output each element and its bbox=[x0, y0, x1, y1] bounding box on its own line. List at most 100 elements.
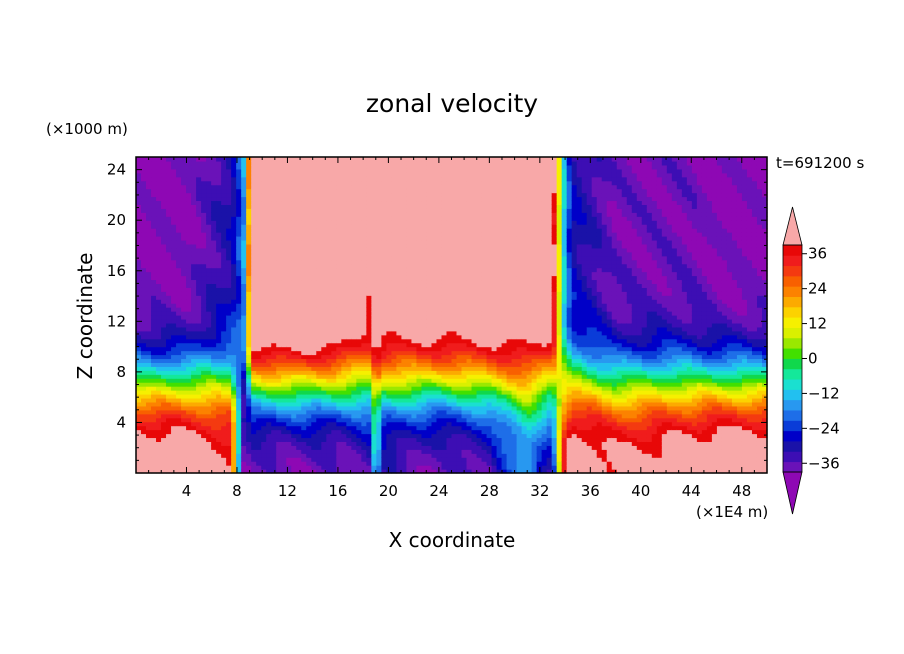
field-cell bbox=[191, 338, 197, 344]
field-cell bbox=[196, 275, 202, 281]
field-cell bbox=[281, 433, 287, 439]
field-cell bbox=[136, 315, 142, 320]
field-cell bbox=[251, 283, 257, 288]
field-cell bbox=[386, 263, 393, 269]
field-cell bbox=[361, 318, 367, 324]
field-cell bbox=[161, 168, 167, 174]
field-cell bbox=[256, 208, 262, 213]
field-cell bbox=[141, 461, 147, 466]
field-cell bbox=[166, 334, 172, 340]
field-cell bbox=[406, 279, 413, 284]
field-cell bbox=[186, 192, 192, 198]
field-cell bbox=[411, 232, 418, 237]
field-cell bbox=[341, 378, 347, 383]
field-cell bbox=[196, 271, 202, 277]
field-cell bbox=[281, 216, 287, 221]
field-cell bbox=[241, 184, 247, 190]
field-cell bbox=[391, 168, 398, 174]
field-cell bbox=[331, 382, 337, 387]
field-cell bbox=[206, 378, 212, 383]
field-cell bbox=[151, 267, 157, 273]
field-cell bbox=[251, 287, 257, 292]
field-cell bbox=[426, 180, 433, 186]
field-cell bbox=[431, 204, 438, 209]
field-cell bbox=[441, 342, 448, 348]
field-cell bbox=[306, 311, 312, 316]
field-cell bbox=[316, 255, 322, 261]
field-cell bbox=[356, 421, 362, 427]
field-cell bbox=[411, 271, 418, 277]
field-cell bbox=[336, 441, 342, 446]
field-cell bbox=[346, 315, 352, 320]
field-cell bbox=[196, 397, 202, 403]
field-cell bbox=[181, 401, 187, 407]
field-cell bbox=[236, 405, 242, 411]
field-cell bbox=[236, 196, 242, 202]
field-cell bbox=[206, 370, 212, 375]
field-cell bbox=[331, 425, 337, 431]
field-cell bbox=[401, 251, 408, 257]
field-cell bbox=[301, 326, 307, 332]
field-cell bbox=[386, 318, 393, 324]
field-cell bbox=[306, 429, 312, 435]
field-cell bbox=[396, 236, 403, 241]
field-cell bbox=[356, 322, 362, 328]
field-cell bbox=[271, 232, 277, 237]
field-cell bbox=[171, 184, 177, 190]
field-cell bbox=[201, 318, 207, 324]
field-cell bbox=[256, 239, 262, 245]
field-cell bbox=[386, 247, 393, 253]
field-cell bbox=[156, 350, 162, 356]
field-cell bbox=[406, 188, 413, 194]
field-cell bbox=[206, 425, 212, 431]
field-cell bbox=[346, 437, 352, 442]
field-cell bbox=[296, 318, 302, 324]
field-cell bbox=[271, 168, 277, 174]
field-cell bbox=[391, 271, 398, 277]
field-cell bbox=[151, 453, 157, 458]
field-cell bbox=[391, 196, 398, 202]
field-cell bbox=[426, 457, 433, 462]
field-cell bbox=[306, 374, 312, 379]
field-cell bbox=[191, 334, 197, 340]
field-cell bbox=[256, 433, 262, 439]
field-cell bbox=[141, 358, 147, 363]
field-cell bbox=[181, 334, 187, 340]
field-cell bbox=[201, 224, 207, 229]
field-cell bbox=[351, 413, 357, 419]
field-cell bbox=[406, 346, 413, 352]
field-cell bbox=[366, 437, 372, 442]
field-cell bbox=[426, 228, 433, 233]
field-cell bbox=[421, 216, 428, 221]
field-cell bbox=[386, 413, 393, 419]
field-cell bbox=[156, 445, 162, 450]
field-cell bbox=[411, 247, 418, 253]
field-cell bbox=[211, 370, 217, 375]
field-cell bbox=[161, 228, 167, 233]
field-cell bbox=[256, 378, 262, 383]
field-cell bbox=[406, 445, 413, 450]
field-cell bbox=[196, 236, 202, 241]
field-cell bbox=[336, 362, 342, 367]
field-cell bbox=[366, 405, 372, 411]
field-cell bbox=[226, 429, 232, 435]
field-cell bbox=[221, 232, 227, 237]
field-cell bbox=[166, 366, 172, 371]
field-cell bbox=[286, 401, 292, 407]
field-cell bbox=[356, 299, 362, 304]
field-cell bbox=[416, 405, 423, 411]
field-cell bbox=[191, 354, 197, 360]
field-cell bbox=[146, 196, 152, 202]
field-cell bbox=[236, 160, 242, 166]
field-cell bbox=[426, 425, 433, 431]
field-cell bbox=[271, 469, 277, 474]
field-cell bbox=[201, 180, 207, 186]
field-cell bbox=[431, 322, 438, 328]
field-cell bbox=[141, 283, 147, 288]
field-cell bbox=[161, 437, 167, 442]
field-cell bbox=[421, 232, 428, 237]
field-cell bbox=[191, 318, 197, 324]
field-cell bbox=[311, 295, 317, 300]
field-cell bbox=[386, 251, 393, 257]
